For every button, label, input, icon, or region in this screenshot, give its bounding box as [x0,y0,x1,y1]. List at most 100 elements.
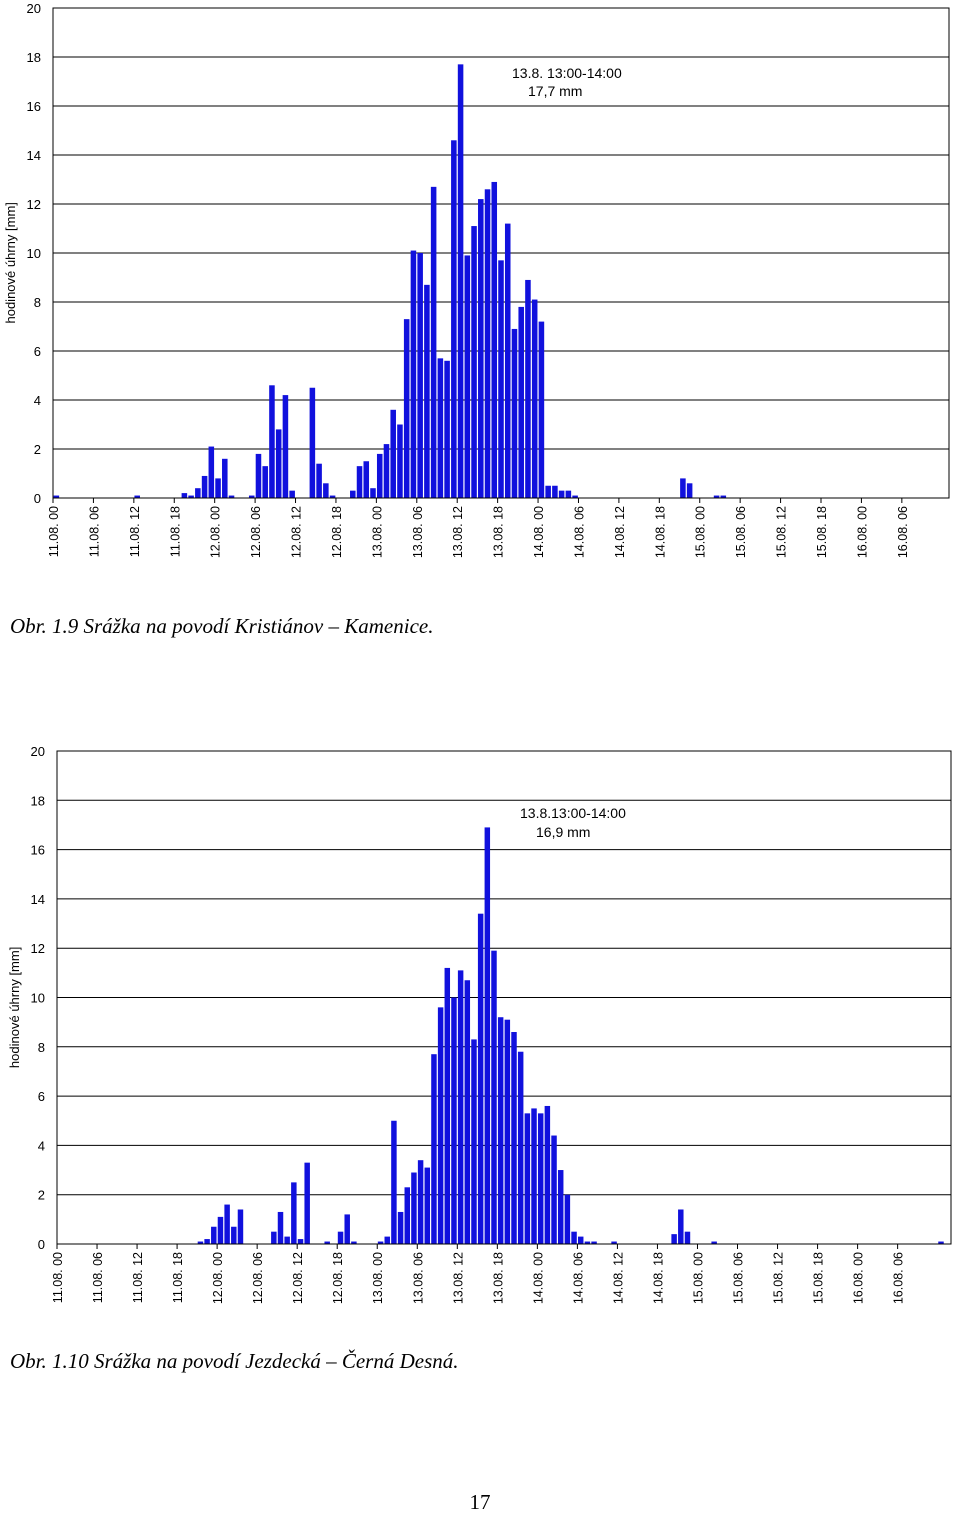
bar [484,827,491,1244]
bar [713,495,720,498]
x-tick-label: 13.08. 12 [451,1252,465,1304]
x-tick-label: 16.08. 06 [896,506,910,558]
bar [277,1211,284,1244]
x-tick-label: 15.08. 12 [775,506,789,558]
x-tick-label: 15.08. 12 [772,1252,786,1304]
x-tick-label: 13.08. 12 [451,506,465,558]
bar [248,495,255,498]
bar [430,186,437,498]
bar [684,1231,691,1244]
x-tick-label: 12.08. 06 [251,1252,265,1304]
x-tick-label: 15.08. 00 [691,1252,705,1304]
x-tick-label: 12.08. 00 [209,506,223,558]
bar [262,466,268,498]
bar [201,475,208,498]
x-tick-label: 16.08. 06 [892,1252,906,1304]
y-tick-label: 14 [27,148,41,163]
bar [558,490,565,498]
bar [397,1211,404,1244]
bar [484,189,491,499]
bar [309,387,316,498]
bar [517,1051,524,1244]
bar [282,395,289,498]
x-tick-label: 12.08. 12 [290,506,304,558]
bar [231,1226,237,1244]
bar [464,255,471,498]
bar [437,358,444,498]
bar [551,1135,557,1244]
y-axis-label: hodinové úhrny [mm] [3,202,18,323]
bar [545,485,551,498]
bar [680,478,686,498]
x-tick-label: 11.08. 00 [47,506,61,557]
bar [478,199,484,498]
bar [134,495,140,498]
x-tick-label: 14.08. 18 [651,1252,665,1304]
bar [208,446,215,498]
y-tick-label: 4 [38,1138,45,1153]
bar [289,490,295,498]
bar [337,1231,344,1244]
bar [565,490,572,498]
chart-jezdecka-cerna-desna: 0 2 4 6 8 10 12 14 16 18 20 11.08. 00 11.08. 06 11.08… [7,744,952,1304]
bar [525,279,531,498]
bar [471,1039,477,1244]
bar [255,453,262,498]
x-tick-label: 12.08. 18 [330,506,344,558]
x-tick-label: 14.08. 00 [532,506,546,558]
y-tick-label: 14 [31,892,45,907]
bar [356,466,363,498]
y-tick-label: 0 [38,1237,45,1252]
bar [518,306,524,498]
y-tick-label: 8 [34,295,41,310]
chart-kristianov-kamenice: 0 2 4 6 8 10 12 14 16 18 20 11.08. 00 11.08. 06 11.08… [3,1,950,558]
x-tick-label: 12.08. 18 [331,1252,345,1304]
x-tick-label: 14.08. 18 [653,506,667,558]
bar [572,495,578,498]
bar [531,299,538,498]
page-number: 17 [469,1490,491,1514]
x-tick-label: 16.08. 00 [852,1252,866,1304]
bar [577,1236,584,1244]
y-tick-label: 12 [31,941,45,956]
bar [491,950,497,1244]
bar [491,181,498,498]
bar [451,997,457,1244]
bar [557,1170,564,1244]
x-tick-label: 14.08. 06 [571,1252,585,1304]
bar [552,485,558,498]
bar [678,1209,684,1244]
bar [390,409,396,498]
bar [457,64,464,498]
x-tick-label: 14.08. 12 [613,506,627,558]
bar [477,913,484,1244]
bar [237,1209,244,1244]
x-tick-label: 12.08. 12 [291,1252,305,1304]
y-tick-label: 6 [34,344,41,359]
y-tick-label: 2 [34,442,41,457]
x-tick-label: 11.08. 00 [51,1252,65,1303]
bar [363,461,370,498]
bar [370,488,376,498]
peak-annotation-time: 13.8. 13:00-14:00 [512,65,622,81]
y-tick-label: 18 [27,50,41,65]
figure-caption-1: Obr. 1.9 Srážka na povodí Kristiánov – K… [10,614,434,638]
bar [197,1241,204,1244]
bar [188,495,194,498]
bar [344,1214,350,1244]
y-tick-label: 6 [38,1089,45,1104]
x-tick-label: 14.08. 12 [611,1252,625,1304]
bar [350,490,356,498]
x-tick-label: 15.08. 00 [694,506,708,558]
bar [271,1231,277,1244]
x-tick-label: 15.08. 18 [812,1252,826,1304]
bar [938,1241,944,1244]
bar [316,463,322,498]
bar [376,453,383,498]
bar [228,495,235,498]
x-tick-label: 13.08. 00 [371,1252,385,1304]
bar [591,1241,597,1244]
bar [538,321,545,498]
bar [377,1241,384,1244]
y-tick-label: 18 [31,793,45,808]
